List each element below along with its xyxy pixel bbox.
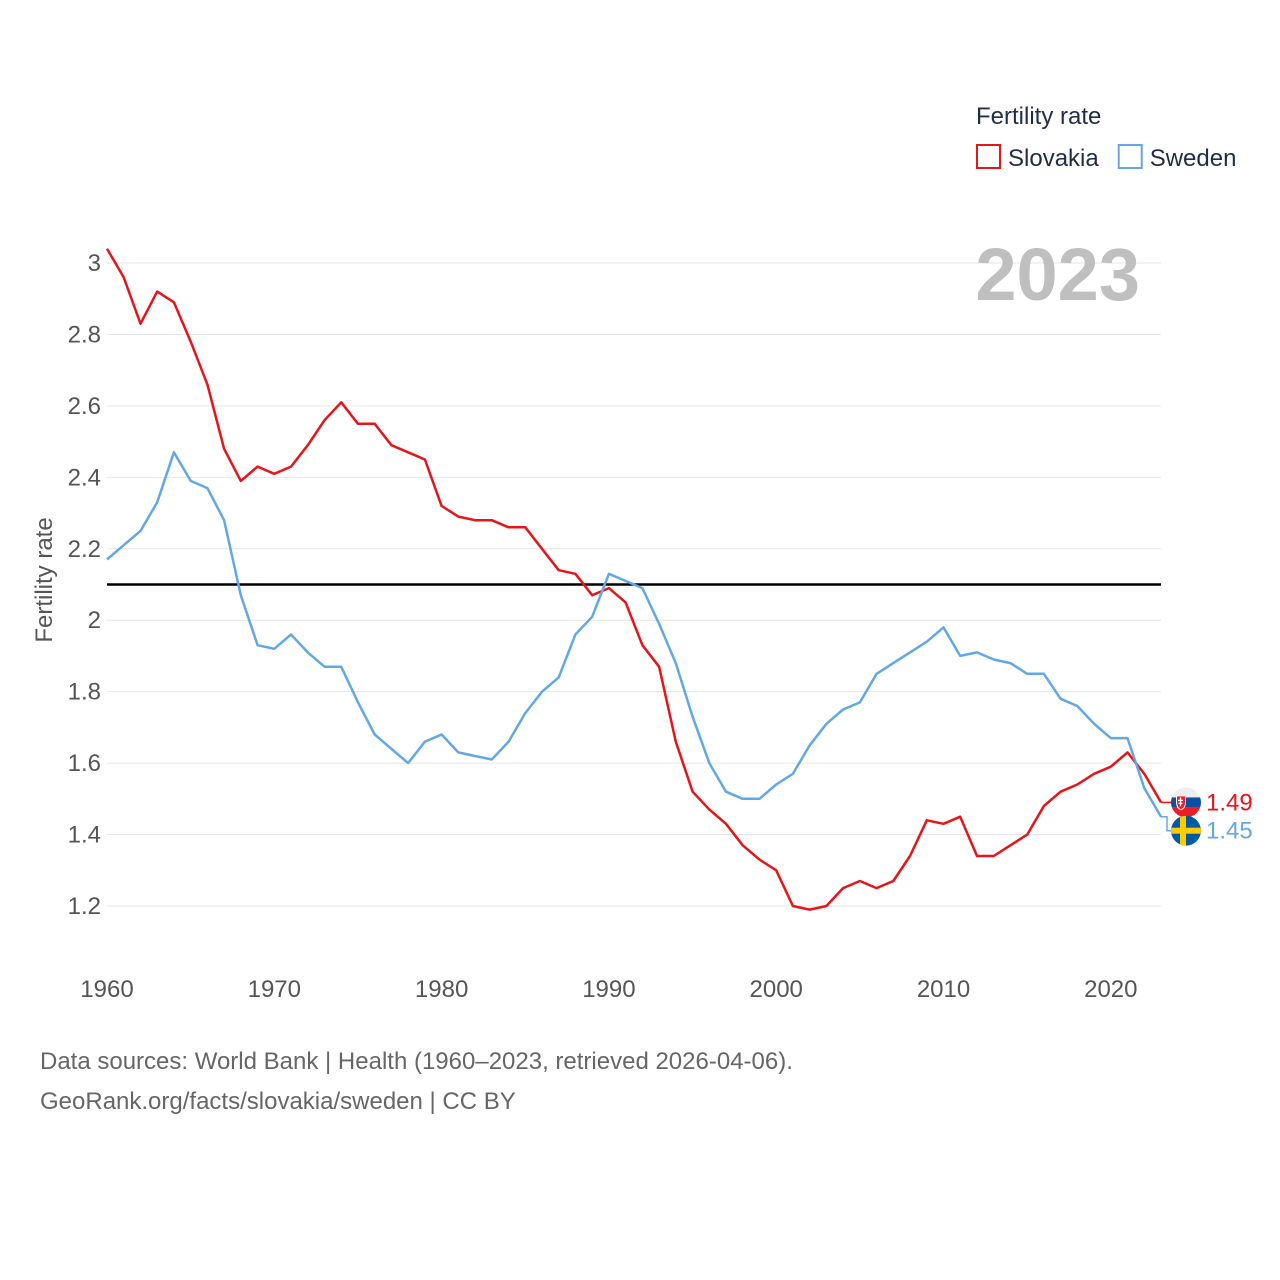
y-tick-label: 1.8 bbox=[68, 679, 101, 706]
legend-swatch bbox=[1117, 144, 1143, 169]
flag-slovakia-icon bbox=[1171, 787, 1201, 818]
x-tick-label: 1970 bbox=[248, 976, 301, 1003]
series-end-labels: 1.491.45 bbox=[1161, 787, 1253, 846]
flag-sweden-icon bbox=[1171, 815, 1201, 846]
x-tick-label: 1980 bbox=[415, 976, 468, 1003]
x-tick-label: 1960 bbox=[80, 976, 133, 1003]
x-tick-label: 2010 bbox=[917, 976, 970, 1003]
legend-title: Fertility rate bbox=[976, 103, 1101, 130]
legend-item-slovakia: Slovakia bbox=[976, 144, 1099, 172]
line-sweden bbox=[106, 451, 1163, 818]
y-tick-label: 2.8 bbox=[68, 321, 101, 348]
end-marker-sweden: 1.45 bbox=[1161, 815, 1253, 846]
legend-items: Slovakia Sweden bbox=[976, 144, 1237, 172]
end-value-sweden: 1.45 bbox=[1206, 818, 1253, 845]
y-tick-label: 2.4 bbox=[68, 464, 101, 491]
y-tick-label: 2.6 bbox=[68, 393, 101, 420]
year-label: 2023 bbox=[975, 233, 1140, 316]
y-tick-label: 2.2 bbox=[68, 536, 101, 563]
legend: Fertility rate Slovakia Sweden bbox=[976, 103, 1236, 172]
x-tick-label: 1990 bbox=[582, 976, 635, 1003]
source-note: Data sources: World Bank | Health (1960–… bbox=[40, 1042, 793, 1122]
source-line-1: Data sources: World Bank | Health (1960–… bbox=[40, 1048, 793, 1075]
end-value-slovakia: 1.49 bbox=[1206, 789, 1253, 816]
end-marker-slovakia: 1.49 bbox=[1161, 787, 1253, 818]
series-lines bbox=[105, 248, 1163, 911]
legend-swatch bbox=[976, 144, 1001, 169]
y-axis-title: Fertility rate bbox=[31, 517, 58, 642]
x-tick-label: 2020 bbox=[1084, 976, 1137, 1003]
legend-label: Sweden bbox=[1150, 145, 1237, 172]
y-tick-label: 2 bbox=[88, 607, 101, 634]
x-axis-ticks: 1960 1970 1980 1990 2000 2010 2020 bbox=[80, 976, 1137, 1003]
legend-item-sweden: Sweden bbox=[1117, 144, 1237, 172]
y-tick-label: 1.4 bbox=[68, 822, 101, 849]
line-slovakia bbox=[105, 248, 1163, 911]
fertility-rate-chart: 1.21.41.61.822.22.42.62.83 1960 1970 1980 1… bbox=[31, 103, 1253, 1003]
y-tick-label: 1.6 bbox=[68, 750, 101, 777]
source-line-2: GeoRank.org/facts/slovakia/sweden | CC B… bbox=[40, 1088, 516, 1115]
y-tick-label: 3 bbox=[88, 250, 101, 277]
grid-lines bbox=[107, 262, 1161, 907]
y-tick-label: 1.2 bbox=[68, 893, 101, 920]
y-axis-ticks: 1.2 1.4 1.6 1.8 2 2.2 2.4 2.6 2.8 3 bbox=[68, 250, 101, 920]
legend-label: Slovakia bbox=[1008, 145, 1099, 172]
x-tick-label: 2000 bbox=[750, 976, 803, 1003]
